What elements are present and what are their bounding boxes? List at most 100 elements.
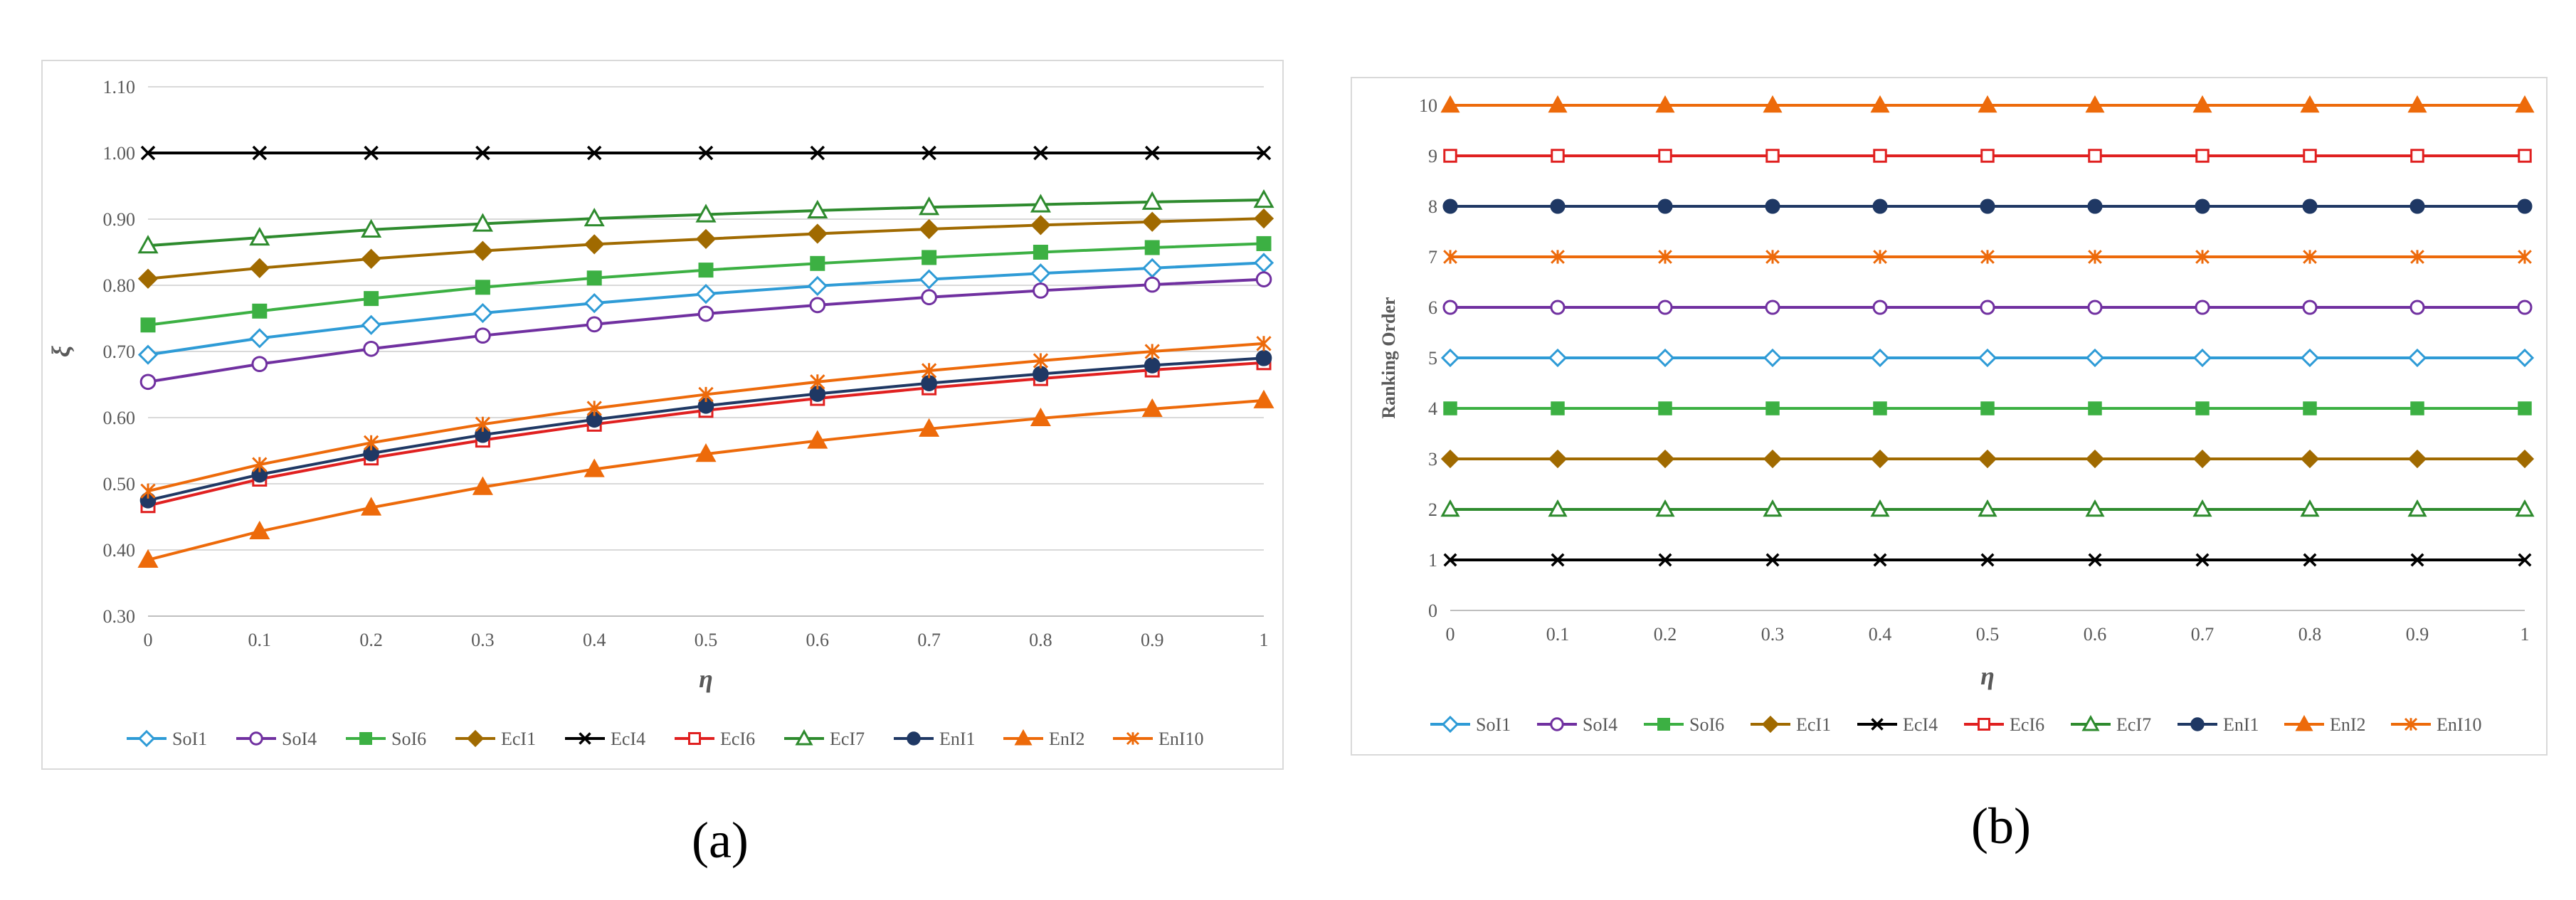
series-eni10-b (1443, 250, 2532, 264)
x-axis-title-b: η (1980, 662, 1995, 690)
point-eci1-b-8 (2300, 449, 2320, 469)
point-soi4-b-6 (2087, 300, 2103, 315)
legend-label-eni2-a: EnI2 (1049, 729, 1085, 749)
point-eci4-a-7 (922, 145, 936, 161)
point-eci1-b-10 (2515, 449, 2535, 469)
point-eni10-a-8 (1033, 353, 1049, 369)
point-eci7-b-8 (2300, 499, 2320, 517)
point-eci1-a-0 (137, 268, 159, 289)
point-eni2-b-10 (2515, 95, 2535, 113)
chart-panel-b: 0 1 2 3 4 5 6 7 8 9 10 0 0.1 0.2 0.3 0.4 0.5 0.6 0.7 0.8 0.9… (1351, 77, 2548, 756)
legend-label-eni10-a: EnI10 (1158, 729, 1204, 749)
point-soi1-a-5 (695, 283, 717, 305)
point-eni10-b-1 (1551, 250, 1565, 264)
point-eci4-b-3 (1765, 553, 1780, 567)
point-eni2-b-6 (2085, 95, 2105, 113)
point-soi6-b-6 (2088, 401, 2102, 415)
point-soi1-b-2 (1655, 348, 1675, 368)
point-eci7-b-1 (1548, 499, 1568, 517)
series-eni2-b (1440, 95, 2535, 113)
legend-marker-eci4-b (1871, 718, 1884, 731)
point-soi6-a-9 (1144, 240, 1160, 255)
point-eci7-a-3 (472, 213, 493, 232)
point-eci7-a-2 (361, 218, 382, 238)
point-eni10-a-3 (475, 416, 491, 432)
x-axis-title-a: η (699, 665, 713, 693)
point-soi6-a-6 (810, 255, 825, 271)
point-eci4-a-2 (364, 145, 379, 161)
point-eni10-b-8 (2303, 250, 2317, 264)
x-tick-label-b-7: 0.7 (2191, 624, 2215, 645)
y-tick-label-a-7: 1.00 (103, 143, 136, 164)
legend-label-eci1-b: EcI1 (1796, 714, 1831, 735)
point-soi1-a-10 (1253, 253, 1274, 273)
series-eci1-a (137, 208, 1274, 289)
legend-marker-eni1-b (2190, 717, 2205, 731)
point-soi4-b-5 (1980, 300, 1995, 315)
point-soi4-b-4 (1872, 300, 1888, 315)
point-soi6-a-2 (364, 291, 379, 307)
caption-b: (b) (1971, 798, 2031, 854)
point-soi4-b-3 (1765, 300, 1780, 315)
point-eci6-b-6 (2088, 149, 2102, 163)
point-eci1-a-4 (584, 234, 605, 255)
point-eni1-b-9 (2409, 198, 2425, 214)
x-tick-label-b-3: 0.3 (1761, 624, 1785, 645)
legend-label-soi4-a: SoI4 (282, 729, 317, 749)
point-eci7-b-5 (1978, 499, 1997, 517)
point-soi6-b-5 (1980, 401, 1995, 415)
point-eci1-a-7 (919, 218, 939, 240)
point-eci4-a-8 (1033, 145, 1048, 161)
point-soi6-a-3 (475, 280, 490, 295)
point-eni10-b-4 (1873, 250, 1887, 264)
point-eci1-a-1 (249, 258, 270, 278)
series-eni2-a (137, 389, 1274, 568)
point-eci4-b-8 (2303, 553, 2317, 567)
y-tick-label-b-1: 1 (1428, 550, 1437, 571)
point-soi6-b-1 (1551, 401, 1565, 415)
point-eci1-b-2 (1655, 449, 1675, 469)
point-eci1-a-2 (361, 248, 381, 269)
point-eni1-a-8 (1033, 366, 1049, 382)
legend-item-eci6-a: EcI6 (675, 729, 755, 749)
legend-label-soi6-b: SoI6 (1689, 714, 1724, 735)
point-soi4-a-3 (475, 327, 491, 344)
series-soi4-b (1442, 300, 2533, 315)
legend-marker-eci4-a (579, 732, 591, 745)
point-eni2-a-9 (1141, 398, 1163, 418)
point-eni10-a-9 (1144, 344, 1160, 359)
point-eni2-a-2 (361, 497, 382, 516)
x-tick-label-b-9: 0.9 (2406, 624, 2429, 645)
series-eci4-b (1443, 553, 2532, 567)
point-soi6-a-8 (1033, 245, 1048, 260)
point-eci4-a-5 (698, 145, 714, 161)
x-tick-label-a-5: 0.5 (695, 630, 718, 650)
legend-label-eci7-b: EcI7 (2116, 714, 2151, 735)
point-soi1-a-9 (1142, 258, 1163, 278)
x-tick-label-b-0: 0 (1446, 624, 1455, 645)
x-tick-label-a-0: 0 (144, 630, 153, 650)
legend-item-soi4-b: SoI4 (1537, 714, 1617, 735)
point-eci7-a-8 (1030, 194, 1051, 213)
y-tick-label-b-0: 0 (1428, 600, 1437, 621)
legend-marker-eci6-a (688, 732, 701, 745)
x-tick-label-b-2: 0.2 (1654, 624, 1677, 645)
point-soi6-b-7 (2195, 401, 2210, 415)
y-tick-label-b-7: 7 (1428, 247, 1437, 268)
point-eni1-b-6 (2087, 198, 2103, 214)
series-eni1-a (139, 349, 1272, 509)
legend-marker-eni10-b (2404, 717, 2418, 731)
legend-item-eci7-a: EcI7 (784, 729, 865, 749)
point-eci4-a-9 (1144, 145, 1160, 161)
point-soi1-b-7 (2192, 348, 2212, 368)
point-eni2-a-5 (695, 443, 717, 462)
point-eni10-b-3 (1765, 250, 1780, 264)
point-eni2-b-7 (2192, 95, 2212, 113)
legend-item-eni1-a: EnI1 (894, 729, 976, 749)
point-eci6-b-3 (1765, 149, 1780, 163)
legend-label-eni2-b: EnI2 (2330, 714, 2366, 735)
point-soi1-b-1 (1548, 348, 1568, 368)
y-tick-label-a-2: 0.50 (103, 474, 136, 494)
point-eni1-b-8 (2302, 198, 2318, 214)
legend-label-eci4-b: EcI4 (1903, 714, 1938, 735)
